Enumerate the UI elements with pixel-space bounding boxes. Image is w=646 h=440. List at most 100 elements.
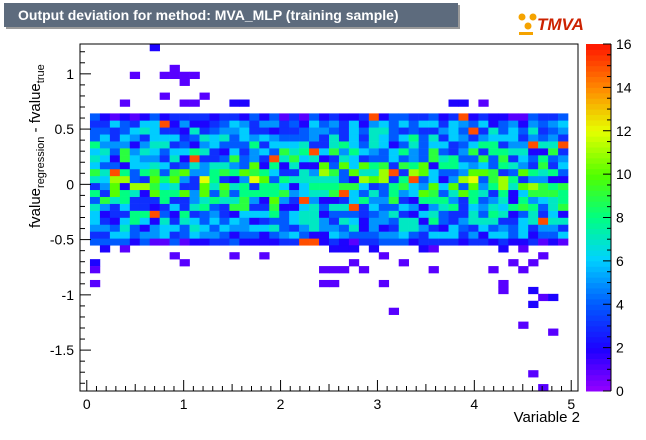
- heatmap-cell: [338, 217, 350, 225]
- color-scale-step: [586, 98, 611, 105]
- heatmap-cell: [169, 182, 180, 191]
- heatmap-cell: [109, 203, 121, 211]
- heatmap-cell: [269, 217, 280, 225]
- color-scale-step: [586, 87, 611, 94]
- heatmap-cell: [468, 113, 479, 121]
- heatmap-cell: [518, 231, 529, 239]
- heatmap-cell: [528, 259, 539, 267]
- heatmap-cell: [129, 231, 141, 239]
- heatmap-cell: [169, 175, 180, 184]
- heatmap-cell: [518, 161, 529, 170]
- heatmap-cell: [329, 120, 340, 128]
- heatmap-cell: [269, 168, 280, 177]
- heatmap-cell: [348, 113, 360, 121]
- heatmap-cell: [518, 127, 529, 135]
- heatmap-cell: [538, 231, 549, 239]
- heatmap-cell: [189, 231, 200, 239]
- heatmap-cell: [229, 113, 240, 121]
- heatmap-cell: [448, 99, 459, 107]
- color-scale-step: [586, 233, 611, 240]
- heatmap-cell: [448, 168, 459, 177]
- heatmap-cell: [169, 238, 180, 246]
- heatmap-cell: [368, 217, 380, 225]
- heatmap-cell: [189, 141, 200, 149]
- heatmap-cell: [179, 259, 190, 267]
- heatmap-cell: [309, 238, 320, 246]
- heatmap-cell: [378, 168, 390, 177]
- heatmap-cell: [89, 127, 101, 135]
- heatmap-cell: [169, 155, 180, 163]
- heatmap-cell: [189, 175, 200, 184]
- heatmap-cell: [548, 141, 559, 149]
- heatmap-cell: [418, 134, 429, 142]
- color-scale-step: [586, 287, 611, 294]
- heatmap-cell: [329, 266, 340, 274]
- heatmap-cell: [249, 217, 260, 225]
- heatmap-cell: [508, 168, 519, 177]
- heatmap-cell: [428, 231, 439, 239]
- heatmap-cell: [478, 175, 489, 184]
- heatmap-cell: [368, 182, 380, 191]
- heatmap-cell: [508, 189, 519, 197]
- heatmap-cell: [518, 175, 529, 184]
- heatmap-cell: [119, 196, 131, 204]
- heatmap-cell: [299, 148, 310, 156]
- heatmap-cell: [309, 217, 320, 225]
- heatmap-cell: [169, 71, 180, 79]
- heatmap-cell: [279, 148, 290, 156]
- heatmap-cell: [249, 120, 260, 128]
- heatmap-cell: [129, 175, 141, 184]
- logo-text: TMVA: [537, 15, 584, 34]
- heatmap-cell: [448, 182, 459, 191]
- heatmap-cell: [448, 231, 459, 239]
- heatmap-cell: [398, 189, 409, 197]
- heatmap-cell: [299, 113, 310, 121]
- heatmap-cell: [259, 217, 270, 225]
- heatmap-cell: [269, 113, 280, 121]
- heatmap-cell: [548, 203, 559, 211]
- heatmap-cell: [329, 182, 340, 191]
- heatmap-cell: [159, 134, 170, 142]
- heatmap-cell: [478, 99, 489, 107]
- heatmap-cell: [319, 217, 330, 225]
- heatmap-cell: [279, 238, 290, 246]
- heatmap-cell: [159, 127, 170, 135]
- heatmap-cell: [518, 224, 529, 232]
- heatmap-cell: [548, 161, 559, 170]
- heatmap-cell: [149, 224, 160, 232]
- heatmap-cell: [338, 155, 350, 163]
- heatmap-cell: [378, 134, 390, 142]
- heatmap-cell: [448, 238, 459, 246]
- color-scale-step: [586, 179, 611, 186]
- heatmap-cell: [289, 161, 300, 170]
- heatmap-cell: [528, 203, 539, 211]
- heatmap-cell: [139, 238, 151, 246]
- heatmap-cell: [109, 231, 121, 239]
- heatmap-cell: [199, 210, 210, 218]
- heatmap-cell: [139, 148, 151, 156]
- heatmap-cell: [508, 155, 519, 163]
- heatmap-cell: [239, 182, 250, 191]
- heatmap-cell: [99, 238, 111, 246]
- heatmap-cell: [398, 134, 409, 142]
- heatmap-cell: [538, 203, 549, 211]
- heatmap-cell: [458, 161, 469, 170]
- heatmap-cell: [458, 127, 469, 135]
- heatmap-cell: [488, 127, 499, 135]
- heatmap-cell: [378, 175, 390, 184]
- heatmap-cell: [219, 203, 230, 211]
- heatmap-cell: [99, 189, 111, 197]
- heatmap-cell: [338, 141, 350, 149]
- heatmap-cell: [159, 224, 170, 232]
- heatmap-cell: [169, 203, 180, 211]
- heatmap-cell: [209, 175, 220, 184]
- heatmap-cell: [99, 182, 111, 191]
- heatmap-cell: [448, 175, 459, 184]
- heatmap-cell: [269, 120, 280, 128]
- heatmap-cell: [169, 252, 180, 260]
- heatmap-cell: [538, 168, 549, 177]
- heatmap-cell: [418, 168, 429, 177]
- heatmap-cell: [488, 210, 499, 218]
- heatmap-cell: [129, 148, 141, 156]
- heatmap-cell: [109, 120, 121, 128]
